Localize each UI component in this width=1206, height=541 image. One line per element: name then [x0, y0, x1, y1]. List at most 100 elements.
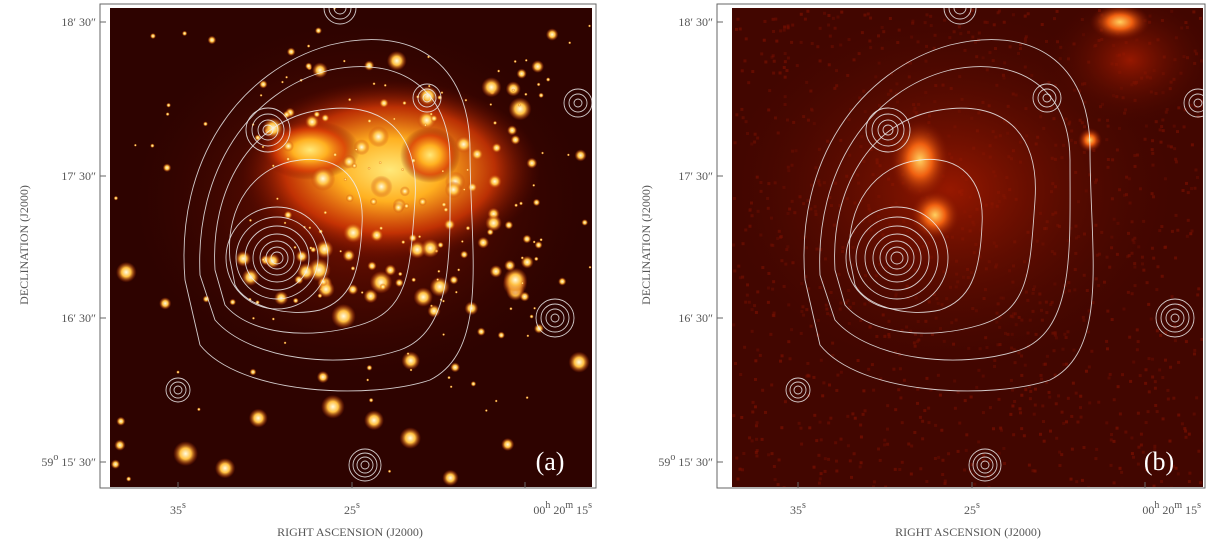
noise: [776, 483, 780, 487]
star: [402, 100, 407, 106]
contour: [789, 381, 807, 399]
x-tick-label: 00h 20m 15s: [533, 500, 592, 517]
x-tick-label: 35s: [170, 500, 186, 517]
star: [465, 168, 470, 172]
noise: [839, 370, 843, 374]
contour: [251, 113, 285, 147]
star: [379, 98, 389, 108]
noise: [1202, 147, 1203, 151]
noise: [851, 412, 855, 416]
noise: [859, 423, 863, 427]
star: [149, 33, 157, 40]
noise: [779, 29, 783, 33]
star: [283, 221, 287, 225]
star: [235, 250, 252, 267]
noise: [941, 473, 945, 477]
star: [409, 368, 413, 372]
noise: [808, 426, 812, 430]
star: [271, 317, 275, 321]
noise: [1193, 348, 1197, 352]
noise: [1027, 463, 1031, 467]
noise: [1144, 368, 1148, 372]
noise: [735, 456, 739, 460]
contour: [563, 88, 592, 118]
contour: [1155, 298, 1195, 338]
superscript: m: [1174, 500, 1182, 511]
contour: [417, 88, 437, 108]
contour: [865, 107, 911, 153]
noise: [910, 444, 914, 448]
contour: [834, 107, 1036, 334]
noise: [943, 479, 947, 483]
noise: [791, 23, 795, 27]
star: [207, 35, 217, 45]
noise: [815, 439, 819, 443]
noise: [1152, 484, 1156, 487]
noise: [753, 377, 757, 381]
star: [115, 261, 137, 283]
noise: [1168, 439, 1172, 443]
star: [533, 256, 539, 262]
noise: [812, 375, 816, 379]
noise: [1080, 478, 1084, 482]
noise: [1169, 365, 1173, 369]
star: [308, 226, 312, 230]
star: [378, 226, 384, 231]
noise: [1116, 385, 1120, 389]
star: [282, 110, 291, 119]
contour: [785, 377, 811, 403]
star: [532, 240, 536, 244]
star: [378, 161, 382, 165]
contour: [573, 98, 583, 108]
star: [460, 239, 464, 243]
star: [292, 297, 299, 304]
star: [538, 92, 544, 99]
noise: [817, 481, 821, 485]
noise: [999, 426, 1003, 430]
noise: [1071, 381, 1075, 385]
contour: [1160, 303, 1190, 333]
star: [309, 246, 313, 250]
noise: [748, 436, 752, 440]
noise: [909, 472, 913, 476]
noise: [1018, 407, 1022, 411]
noise: [1000, 428, 1004, 432]
star: [386, 50, 407, 71]
noise: [927, 421, 931, 425]
star: [275, 197, 279, 201]
tick-text: 35: [170, 503, 182, 517]
contour: [890, 251, 904, 265]
star: [133, 143, 137, 147]
noise: [772, 29, 776, 33]
star: [545, 28, 559, 41]
noise: [1174, 466, 1178, 470]
noise: [1040, 377, 1044, 381]
star: [295, 250, 309, 263]
superscript: o: [670, 452, 675, 463]
noise: [858, 465, 862, 469]
x-axis-title: RIGHT ASCENSION (J2000): [277, 525, 423, 539]
y-axis-title: DECLINATION (J2000): [639, 185, 653, 305]
noise: [918, 415, 922, 419]
contour: [265, 246, 289, 270]
star: [581, 219, 589, 226]
noise: [742, 452, 746, 456]
star: [454, 290, 458, 294]
star: [558, 277, 567, 286]
noise: [846, 414, 850, 418]
star: [394, 278, 404, 288]
star: [320, 394, 345, 419]
noise: [806, 361, 810, 365]
noise: [754, 424, 758, 428]
panel-label: (a): [536, 447, 565, 476]
star: [423, 123, 428, 127]
noise: [1176, 472, 1180, 476]
noise: [1105, 421, 1109, 425]
star: [165, 112, 170, 117]
superscript: s: [182, 500, 186, 511]
y-tick-label: 59o 15′ 30″: [658, 452, 713, 469]
superscript: s: [1197, 500, 1201, 511]
star: [316, 370, 330, 384]
tick-text: 20: [1159, 503, 1174, 517]
tick-text: 15′ 30″: [675, 455, 713, 469]
